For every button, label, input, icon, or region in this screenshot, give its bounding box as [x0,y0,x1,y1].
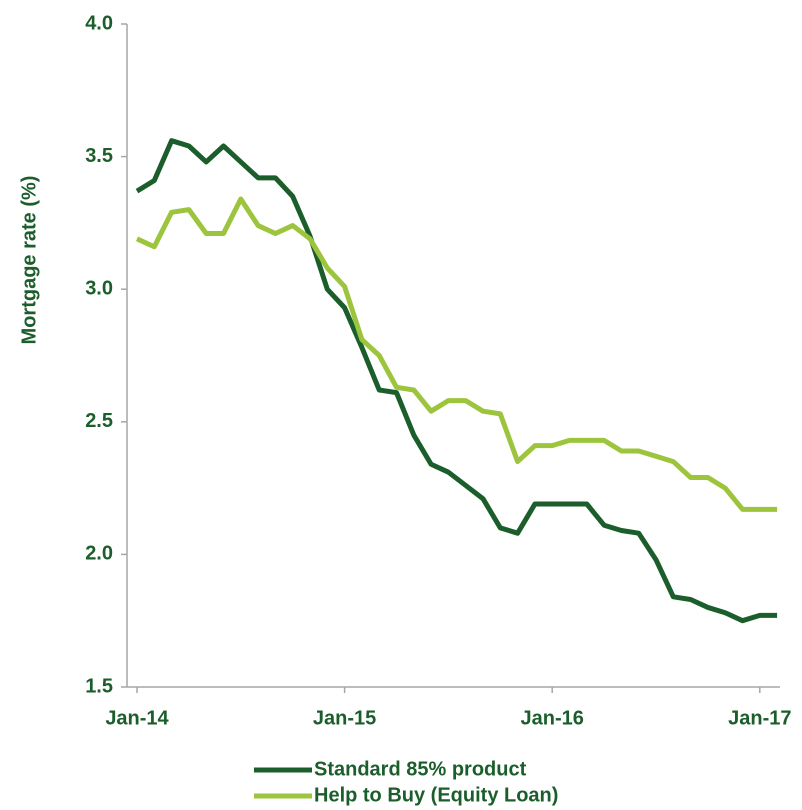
y-tick-label: 4.0 [85,12,113,34]
series-line [135,138,778,624]
x-tick-label: Jan-17 [728,707,791,729]
y-tick-label: 3.5 [85,145,113,167]
y-tick-label: 3.0 [85,277,113,299]
x-tick-label: Jan-15 [313,707,376,729]
y-axis-label: Mortgage rate (%) [18,176,40,345]
legend-label: Standard 85% product [314,758,527,780]
legend-label: Help to Buy (Equity Loan) [314,784,558,806]
x-tick-label: Jan-14 [105,707,169,729]
y-tick-label: 2.0 [85,543,113,565]
series-line [135,196,778,512]
y-tick-label: 1.5 [85,675,113,697]
x-tick-label: Jan-16 [521,707,584,729]
y-tick-label: 2.5 [85,410,113,432]
